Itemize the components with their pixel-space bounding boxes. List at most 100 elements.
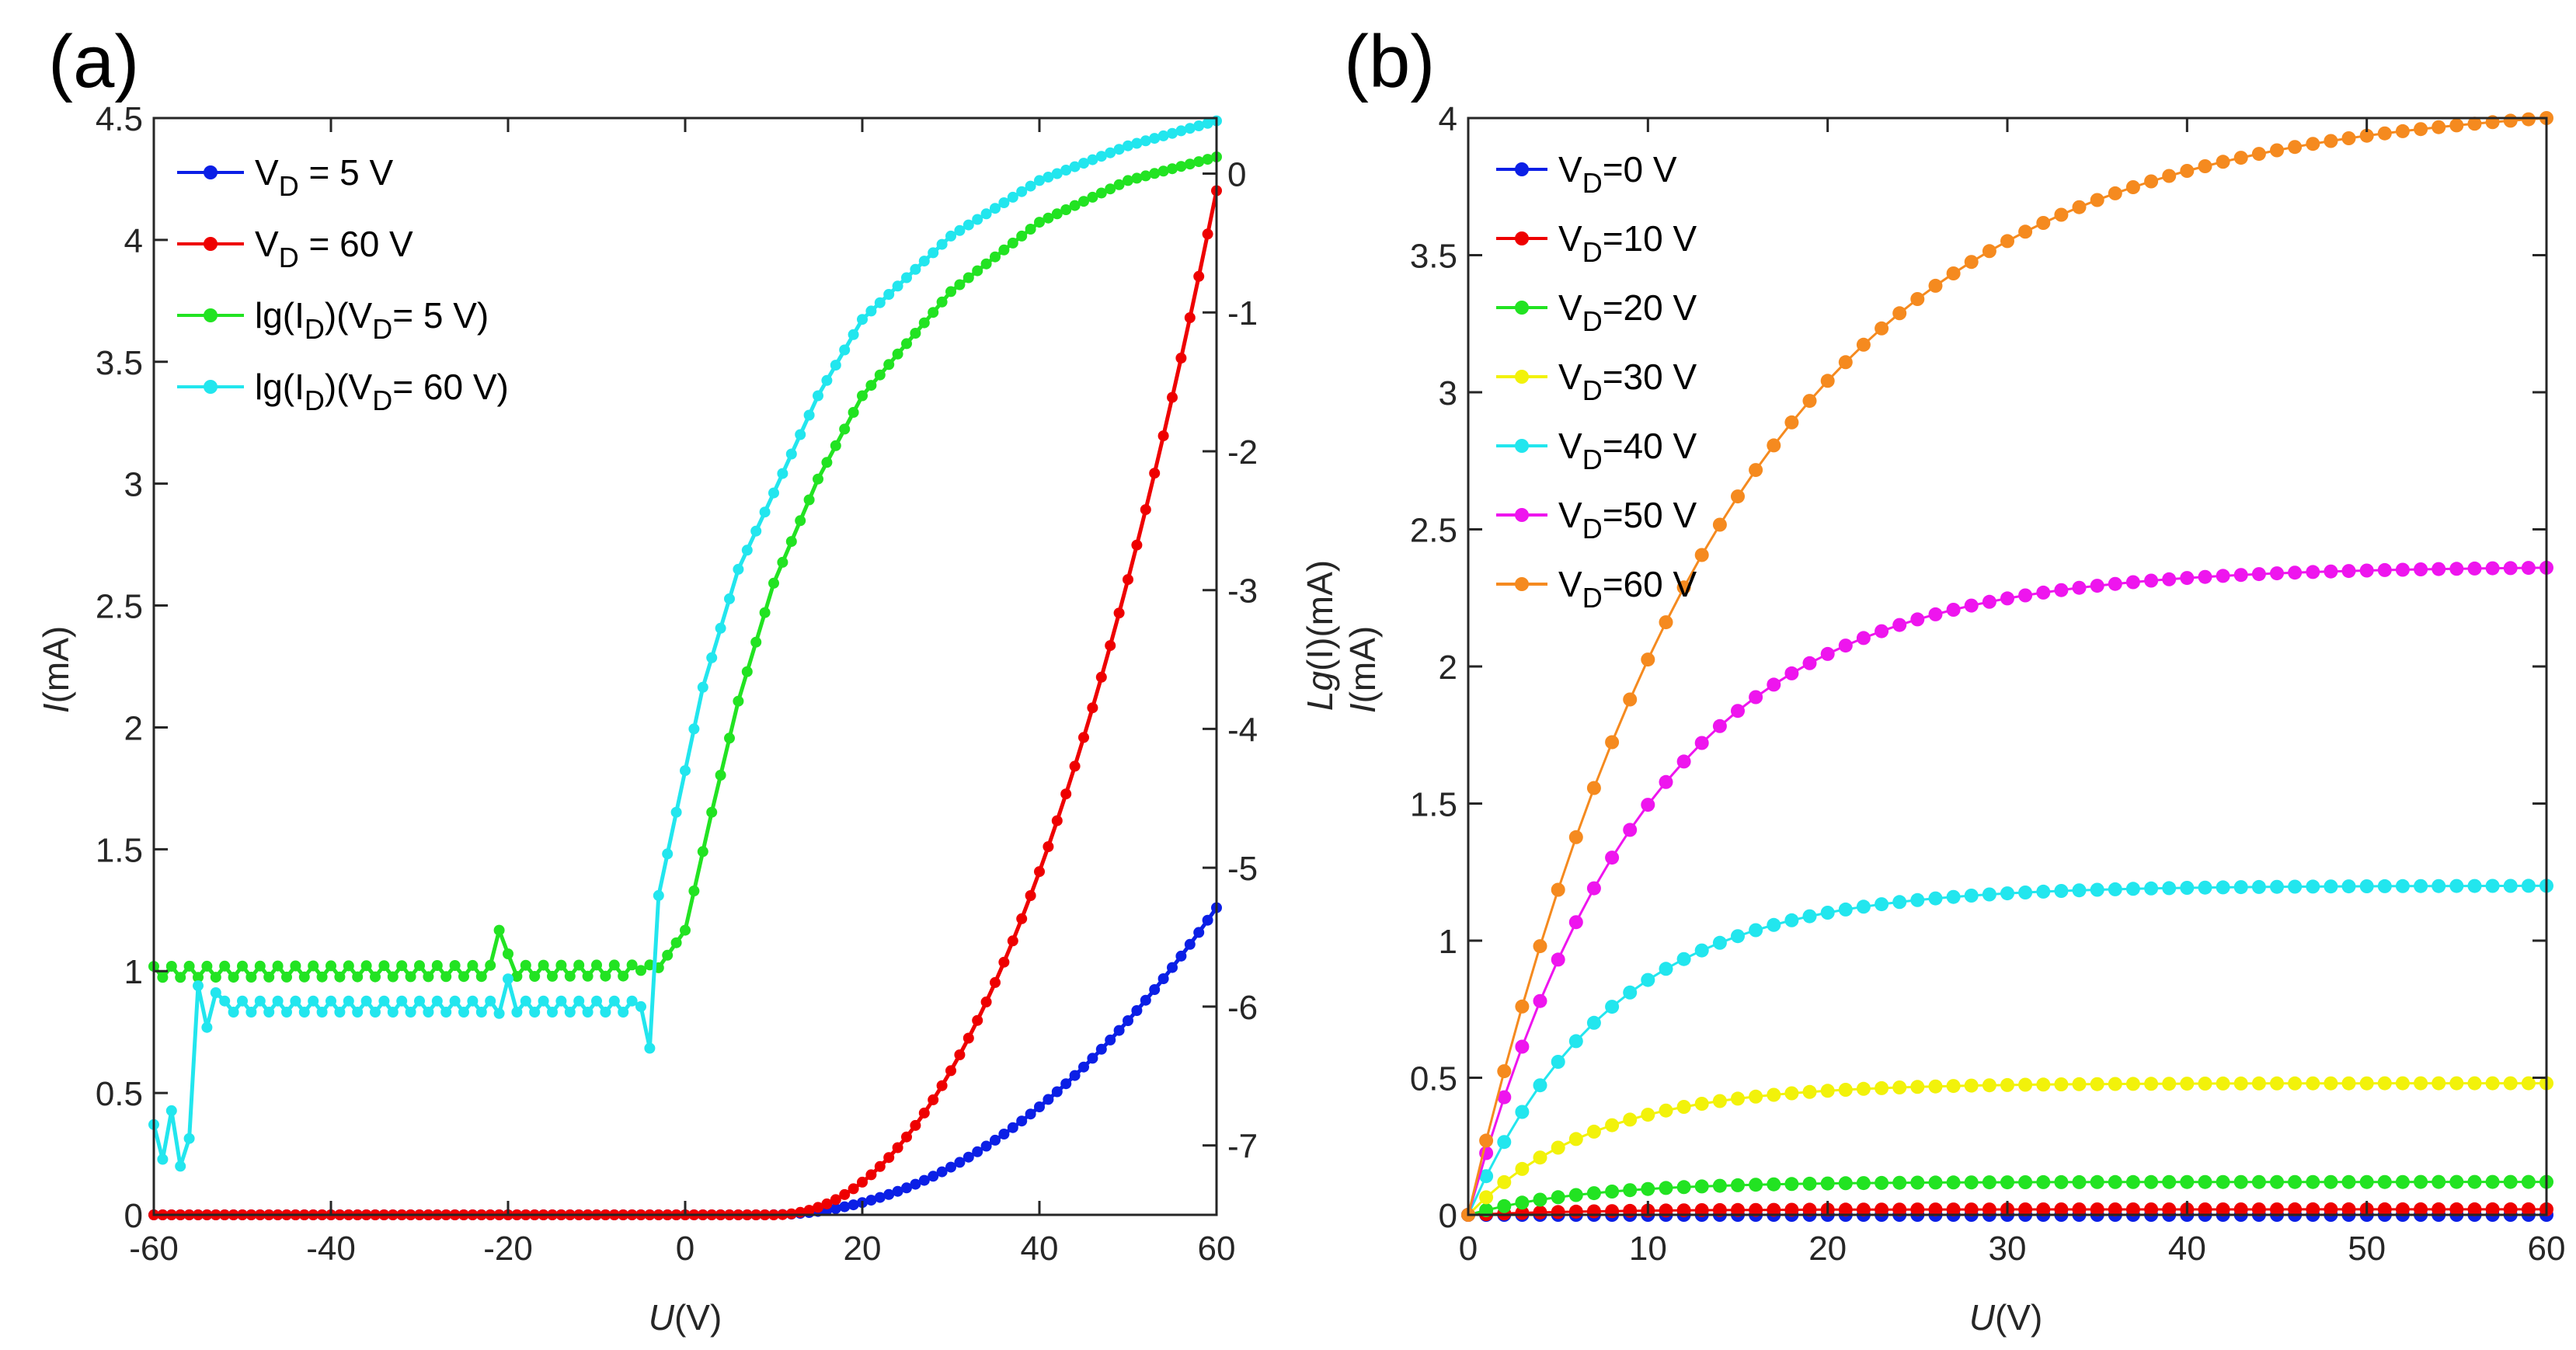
series-vd-40-v-point [2090,882,2104,897]
series-vd-60-v-point [901,1131,912,1143]
series-vd-50-v-point [2485,561,2500,576]
series-vd-10-v-point [1928,1202,1943,1217]
series-lg-id-vd-5-v-point [201,960,213,972]
series-vd-60-v-point [2198,159,2212,173]
legend-v-60-v-text-sub: D [279,242,299,273]
legend-lg-i-v-60-v-text-sub: D [305,384,325,416]
panel-b-x-axis-label-unit: (V) [1995,1297,2042,1338]
series-vd-50-v-point [2162,572,2177,586]
series-lg-id-vd-5-v-point [573,959,585,971]
series-lg-id-vd-60-v-point [1078,158,1089,169]
series-vd-50-v-point [2072,580,2087,595]
series-lg-id-vd-5-v-point [263,971,275,983]
series-lg-id-vd-60-v-point [963,219,974,231]
series-lg-id-vd-60-v-point [387,1007,399,1018]
series-lg-id-vd-60-v-point [980,208,992,220]
series-vd-50-v-point [1497,1090,1512,1105]
series-lg-id-vd-60-v-point [1051,168,1063,179]
panel-a-x-tick-label: 20 [844,1230,882,1268]
series-lg-id-vd-60-v-point [918,256,930,267]
series-vd-5-v-point [963,1151,974,1163]
series-lg-id-vd-5-v-point [680,924,691,936]
series-lg-id-vd-5-v-point [1043,212,1054,224]
legend-v-60-v-text-sub: D [1582,582,1603,614]
series-lg-id-vd-60-v-point [928,247,939,259]
series-vd-60-v-point [1060,788,1072,800]
series-lg-id-vd-60-v-point [1105,147,1116,158]
series-vd-40-v-point [1659,962,1673,976]
series-lg-id-vd-60-v-point [272,995,284,1007]
series-vd-20-v-point [2090,1174,2104,1189]
panel-a-y2-tick-label: -2 [1227,433,1258,471]
series-vd-40-v-point [2180,881,2195,895]
series-vd-20-v-point [1533,1192,1547,1207]
series-lg-id-vd-5-v-point [547,970,558,982]
series-lg-id-vd-5-v-point [688,886,700,896]
legend-v-60-v-text-main: V [1558,564,1582,604]
series-vd-10-v-point [1712,1202,1727,1217]
series-lg-id-vd-5-v-point [1157,165,1169,177]
legend-v-40-v-text-sub: D [1582,444,1603,475]
series-vd-60-v-point [1016,913,1028,924]
series-vd-5-v-point [1060,1078,1072,1090]
series-vd-20-v-point [2503,1174,2518,1189]
series-vd-50-v-point [1982,594,1996,609]
series-vd-20-v-point [1586,1186,1601,1201]
series-vd-60-v-point [1659,615,1673,630]
series-vd-5-v-point [1113,1025,1125,1036]
series-vd-10-v-point [1892,1202,1907,1217]
series-vd-60-v-point [2341,131,2356,145]
series-vd-5-v-point [1007,1122,1018,1133]
series-lg-id-vd-5-v-point [1078,196,1089,207]
series-lg-id-vd-60-v-point [1157,130,1169,141]
series-vd-50-v-point [1928,607,1943,621]
series-vd-5-v-point [901,1182,912,1194]
series-vd-50-v-point [1676,754,1691,769]
legend-v-40-v-marker [1515,439,1529,453]
series-vd-60-v-point [2324,134,2338,148]
series-vd-20-v-point [1964,1175,1979,1190]
series-vd-60-v-point [1712,517,1727,532]
series-vd-20-v-point [1910,1175,1925,1190]
series-vd-60-v-point [1157,430,1169,442]
series-vd-40-v-point [2395,879,2410,893]
series-lg-id-vd-5-v-point [343,960,354,972]
series-vd-40-v-point [1910,892,1925,907]
series-vd-60-v-point [963,1032,974,1044]
series-vd-5-v-point [874,1192,886,1203]
series-vd-50-v-point [1586,881,1601,896]
series-lg-id-vd-60-v-point [635,1000,646,1012]
legend-v-40-v-label: VD=40 V [1558,426,1697,475]
series-vd-10-v-point [2072,1202,2087,1216]
series-vd-40-v-point [1515,1105,1530,1119]
series-vd-10-v-point [2306,1202,2320,1216]
series-vd-60-v-point [2018,224,2033,239]
series-vd-20-v-point [1623,1183,1638,1198]
series-vd-30-v-point [1964,1078,1979,1093]
series-vd-40-v-point [2503,879,2518,893]
series-vd-60-v-point [1533,939,1547,954]
series-lg-id-vd-5-v-point [290,960,301,972]
series-lg-id-vd-60-v-point [759,506,771,518]
series-vd-30-v-point [1659,1103,1673,1118]
series-vd-50-v-point [2521,561,2536,576]
series-lg-id-vd-60-v-point [1131,137,1143,149]
series-vd-50-v-point [2018,588,2033,603]
panel-a-y-tick-label: 1 [124,953,143,991]
series-vd-30-v-point [1982,1078,1996,1093]
series-vd-20-v-point [2414,1174,2428,1189]
legend-v-5-v-label: VD = 5 V [255,152,393,202]
series-vd-10-v-point [2198,1202,2212,1216]
series-vd-5-v-point [865,1195,877,1206]
series-vd-60-v-point [2108,186,2122,200]
series-vd-50-v-point [2090,579,2104,593]
series-vd-30-v-point [1731,1091,1745,1106]
series-vd-60-v-point [1051,815,1063,826]
series-vd-20-v-point [2198,1174,2212,1189]
series-lg-id-vd-60-v-point [555,995,567,1007]
series-vd-10-v-point [1964,1202,1979,1217]
series-vd-30-v-point [1856,1081,1871,1096]
panel-b-y-tick-label: 0 [1439,1197,1457,1235]
series-vd-40-v-point [2467,879,2482,893]
